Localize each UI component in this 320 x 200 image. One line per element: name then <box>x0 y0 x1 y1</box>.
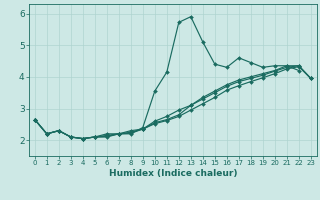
X-axis label: Humidex (Indice chaleur): Humidex (Indice chaleur) <box>108 169 237 178</box>
